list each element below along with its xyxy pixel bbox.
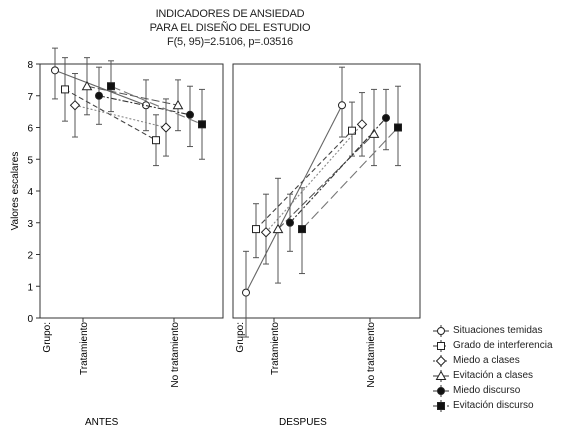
data-point (338, 101, 346, 110)
y-tick-label: 6 (27, 124, 33, 135)
y-axis-label: Valores escalares (10, 152, 21, 231)
series-line (277, 133, 375, 230)
legend-item: Evitación a clases (432, 368, 571, 383)
x-tick-label: No tratamiento (366, 322, 377, 388)
y-tick-label: 5 (27, 155, 33, 166)
legend-marker (437, 326, 445, 335)
chart-subtitle: PARA EL DISEÑO DEL ESTUDIO (149, 22, 311, 34)
chart-legend: Situaciones temidas Grado de interferenci… (432, 323, 571, 413)
legend-label: Situaciones temidas (453, 325, 543, 336)
data-point (286, 218, 294, 227)
legend-marker (435, 355, 447, 366)
y-tick-label: 8 (27, 60, 33, 71)
legend-label: Miedo discurso (453, 385, 521, 396)
series-line (64, 88, 157, 141)
data-point (298, 225, 306, 234)
series-line (301, 127, 399, 230)
legend-marker (437, 386, 445, 395)
legend-marker (435, 369, 447, 380)
series-line (289, 117, 387, 224)
legend-symbol (433, 354, 449, 367)
legend-symbol (433, 324, 449, 337)
data-point (252, 225, 260, 234)
data-point (69, 100, 81, 111)
data-point (61, 85, 69, 94)
y-tick-label: 2 (27, 251, 33, 262)
legend-symbol (433, 384, 449, 397)
series-line (74, 104, 167, 129)
legend-marker (437, 401, 445, 410)
y-tick-label: 7 (27, 92, 33, 103)
legend-item: Grado de interferencia (432, 338, 571, 353)
chart-title: INDICADORES DE ANSIEDAD (155, 8, 305, 20)
data-point (382, 113, 390, 122)
series-line (54, 69, 147, 106)
series-line (245, 105, 343, 293)
series-line (265, 123, 363, 233)
group-axis-label: Grupo: (235, 322, 246, 353)
data-point (356, 119, 368, 130)
data-point (160, 122, 172, 133)
legend-item: Miedo discurso (432, 383, 571, 398)
y-tick-label: 1 (27, 282, 33, 293)
series-line (255, 130, 353, 230)
y-tick-label: 0 (27, 314, 33, 325)
legend-label: Evitación a clases (453, 370, 534, 381)
y-tick-label: 3 (27, 219, 33, 230)
legend-marker (437, 341, 445, 350)
legend-symbol (433, 399, 449, 412)
data-point (186, 110, 194, 119)
series-line (110, 85, 203, 125)
panel-frame-despues (232, 63, 421, 319)
legend-label: Grado de interferencia (453, 340, 553, 351)
data-point (272, 223, 284, 234)
group-axis-label: Grupo: (42, 322, 53, 353)
panel-frame-antes (39, 63, 224, 319)
legend-label: Evitación discurso (453, 400, 534, 411)
y-tick-label: 4 (27, 187, 33, 198)
legend-symbol (433, 369, 449, 382)
x-tick-label: No tratamiento (170, 322, 181, 388)
legend-item: Situaciones temidas (432, 323, 571, 338)
data-point (260, 227, 272, 238)
data-point (51, 66, 59, 75)
data-point (242, 288, 250, 297)
legend-item: Miedo a clases (432, 353, 571, 368)
legend-symbol (433, 339, 449, 352)
series-line (98, 95, 191, 116)
panel-label-antes: ANTES (85, 417, 119, 428)
data-point (107, 82, 115, 91)
data-point (152, 136, 160, 145)
data-point (394, 123, 402, 132)
x-tick-label: Tratamiento (270, 322, 281, 375)
chart-statistic: F(5, 95)=2.5106, p=.03516 (167, 36, 293, 48)
legend-item: Evitación discurso (432, 398, 571, 413)
legend-label: Miedo a clases (453, 355, 520, 366)
panel-label-despues: DESPUES (279, 417, 327, 428)
data-point (172, 99, 184, 110)
data-point (348, 126, 356, 135)
data-point (198, 120, 206, 129)
data-point (95, 91, 103, 100)
x-tick-label: Tratamiento (79, 322, 90, 375)
data-point (81, 80, 93, 91)
